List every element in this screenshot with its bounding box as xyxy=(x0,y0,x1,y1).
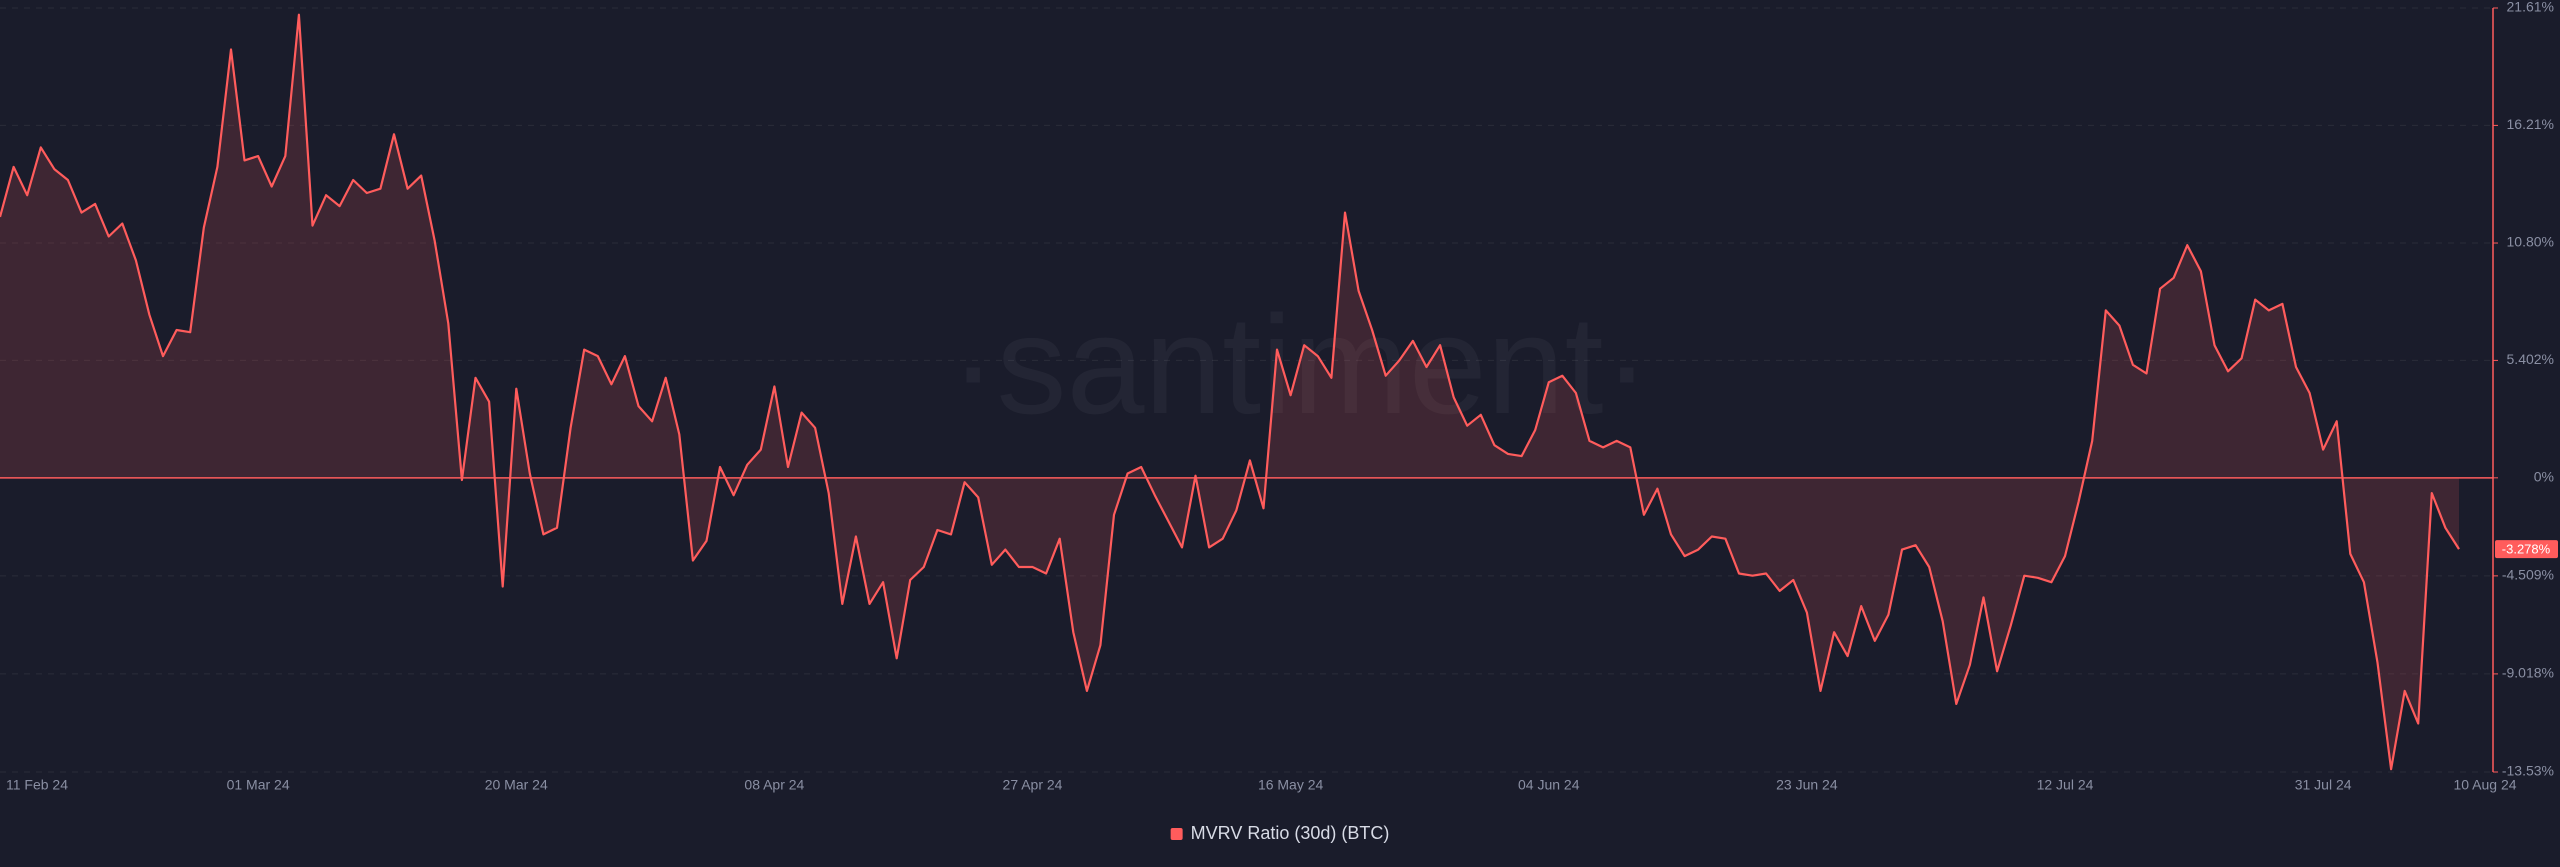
last-value-label: -3.278% xyxy=(2502,542,2551,557)
x-tick-label: 11 Feb 24 xyxy=(6,777,68,793)
last-value-tag xyxy=(2495,540,2558,559)
x-tick-label: 27 Apr 24 xyxy=(1003,777,1063,793)
area xyxy=(0,14,2459,770)
line xyxy=(0,13,2460,771)
y-tick-label: 21.61% xyxy=(2507,0,2554,15)
x-tick-label: 08 Apr 24 xyxy=(744,777,804,793)
y-tick-label: 5.402% xyxy=(2507,351,2554,367)
x-tick-label: 16 May 24 xyxy=(1258,777,1324,793)
x-tick-label: 04 Jun 24 xyxy=(1518,777,1580,793)
legend-label: MVRV Ratio (30d) (BTC) xyxy=(1191,823,1390,843)
y-tick-label: -4.509% xyxy=(2502,567,2554,583)
y-tick-label: -9.018% xyxy=(2502,665,2554,681)
y-tick-label: 0% xyxy=(2534,469,2554,485)
x-tick-label: 01 Mar 24 xyxy=(227,777,290,793)
legend-swatch xyxy=(1170,828,1183,840)
x-tick-label: 20 Mar 24 xyxy=(485,777,548,793)
y-tick-label: -13.53% xyxy=(2502,763,2554,779)
x-tick-label: 10 Aug 24 xyxy=(2453,777,2516,793)
x-tick-label: 12 Jul 24 xyxy=(2037,777,2094,793)
y-tick-label: 16.21% xyxy=(2507,116,2554,132)
x-tick-label: 23 Jun 24 xyxy=(1776,777,1838,793)
x-tick-label: 31 Jul 24 xyxy=(2295,777,2352,793)
y-tick-label: 10.80% xyxy=(2507,234,2554,250)
